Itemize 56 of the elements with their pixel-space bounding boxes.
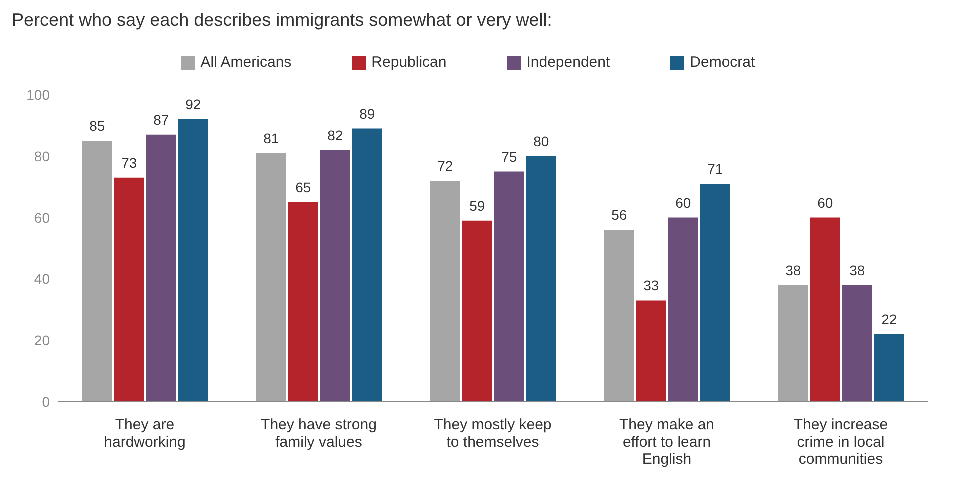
data-label: 59 — [470, 198, 486, 214]
bar — [700, 184, 730, 402]
bar — [320, 150, 350, 402]
bar — [256, 153, 286, 402]
data-label: 89 — [360, 106, 376, 122]
data-label: 60 — [676, 194, 692, 211]
data-label: 38 — [850, 262, 866, 278]
x-tick-label: They have strong family values — [261, 416, 377, 451]
data-label: 82 — [328, 127, 344, 144]
bar — [146, 134, 176, 402]
legend-label: Independent — [526, 54, 610, 71]
bar — [636, 300, 666, 402]
legend-label: Democrat — [689, 54, 756, 71]
y-tick-label: 0 — [42, 394, 50, 410]
legend-label: All Americans — [200, 54, 292, 71]
bar — [82, 141, 112, 402]
y-tick-label: 20 — [34, 332, 50, 349]
y-tick-label: 100 — [26, 86, 50, 103]
chart-title: Percent who say each describes immigrants somewhat or very well: — [11, 9, 554, 32]
data-label: 85 — [90, 118, 106, 134]
legend-label: Republican — [370, 54, 447, 71]
y-tick-label: 60 — [34, 210, 50, 226]
data-label: 60 — [818, 194, 834, 211]
data-label: 81 — [264, 130, 280, 146]
data-label: 92 — [186, 96, 202, 113]
y-tick-label: 80 — [34, 148, 50, 164]
data-label: 72 — [438, 158, 454, 174]
data-label: 80 — [534, 133, 550, 150]
data-label: 75 — [502, 148, 518, 165]
bar — [288, 202, 318, 402]
bar — [810, 218, 840, 402]
data-label: 71 — [708, 161, 724, 178]
data-label: 87 — [154, 112, 170, 128]
bar — [494, 172, 524, 402]
data-label: 73 — [122, 154, 138, 171]
bar — [114, 178, 144, 402]
y-tick-label: 40 — [34, 271, 50, 288]
bar — [874, 334, 904, 402]
data-label: 33 — [644, 278, 660, 294]
bar — [178, 120, 208, 402]
data-label: 65 — [296, 179, 312, 196]
x-tick-label: They mostly keep to themselves — [434, 416, 552, 451]
bar — [352, 128, 382, 402]
x-tick-label: They make an effort to learn English — [619, 416, 715, 468]
bar — [842, 285, 872, 402]
bar — [526, 156, 556, 402]
data-label: 22 — [882, 311, 898, 328]
data-label: 38 — [786, 262, 802, 278]
bar — [668, 218, 698, 402]
bar — [430, 180, 460, 402]
x-tick-label: They are hardworking — [104, 416, 186, 451]
bar — [462, 220, 492, 402]
x-tick-label: They increase crime in local communities — [794, 416, 888, 468]
data-label: 56 — [612, 207, 628, 224]
bar — [778, 285, 808, 402]
bar — [604, 230, 634, 402]
